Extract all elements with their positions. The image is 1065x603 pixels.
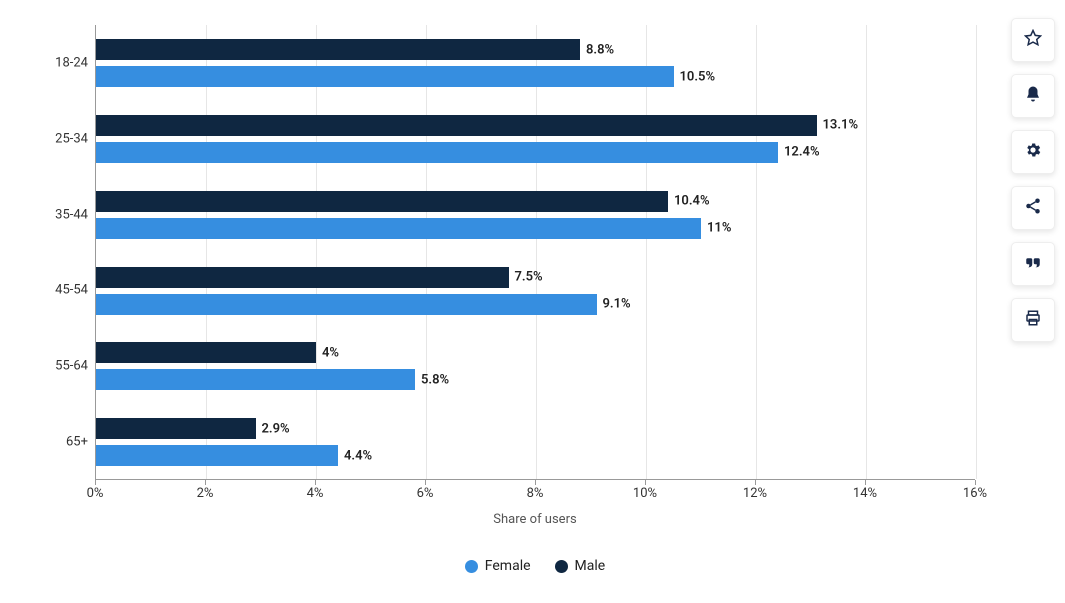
- x-tick-label: 8%: [527, 486, 544, 501]
- print-icon: [1024, 309, 1042, 331]
- bar-value-label: 10.4%: [674, 194, 710, 209]
- y-tick-label: 45-54: [20, 283, 88, 298]
- bar-female[interactable]: [96, 66, 674, 87]
- bar-value-label: 4%: [322, 345, 339, 360]
- y-tick-label: 35-44: [20, 207, 88, 222]
- bar-male[interactable]: [96, 342, 316, 363]
- x-tick-label: 6%: [417, 486, 434, 501]
- gridline: [426, 25, 427, 479]
- x-tick-label: 0%: [87, 486, 104, 501]
- toolbar: [1011, 18, 1055, 342]
- x-tick-label: 12%: [743, 486, 767, 501]
- bar-female[interactable]: [96, 142, 778, 163]
- x-tick-mark: [95, 480, 96, 485]
- bar-male[interactable]: [96, 267, 509, 288]
- bar-female[interactable]: [96, 294, 597, 315]
- x-tick-label: 10%: [633, 486, 657, 501]
- bell-icon: [1024, 85, 1042, 107]
- legend-item-female[interactable]: Female: [465, 558, 531, 574]
- y-tick-label: 55-64: [20, 359, 88, 374]
- y-tick-label: 25-34: [20, 131, 88, 146]
- x-axis-title: Share of users: [95, 512, 975, 527]
- gridline: [206, 25, 207, 479]
- bar-female[interactable]: [96, 369, 415, 390]
- gridline: [316, 25, 317, 479]
- gridline: [976, 25, 977, 479]
- x-tick-mark: [535, 480, 536, 485]
- bar-value-label: 10.5%: [680, 69, 716, 84]
- x-tick-label: 2%: [197, 486, 214, 501]
- bar-value-label: 11%: [707, 221, 731, 236]
- legend-label: Female: [485, 558, 531, 574]
- legend-label: Male: [575, 558, 606, 574]
- bar-value-label: 8.8%: [586, 42, 614, 57]
- bar-value-label: 5.8%: [421, 372, 449, 387]
- legend: Female Male: [95, 558, 975, 577]
- bar-male[interactable]: [96, 191, 668, 212]
- cite-button[interactable]: [1011, 242, 1055, 286]
- gear-icon: [1024, 141, 1042, 163]
- gridline: [866, 25, 867, 479]
- bar-value-label: 13.1%: [823, 118, 859, 133]
- legend-swatch: [555, 560, 568, 573]
- legend-item-male[interactable]: Male: [555, 558, 606, 574]
- bar-value-label: 7.5%: [515, 270, 543, 285]
- bar-value-label: 4.4%: [344, 448, 372, 463]
- gridline: [646, 25, 647, 479]
- bar-female[interactable]: [96, 445, 338, 466]
- quote-icon: [1024, 253, 1042, 275]
- notify-button[interactable]: [1011, 74, 1055, 118]
- settings-button[interactable]: [1011, 130, 1055, 174]
- chart-container: 8.8% 10.5% 13.1%12.4% 10.4% 11% 7.5% 9.1% 4% 5.8…: [20, 10, 1000, 590]
- x-tick-label: 14%: [853, 486, 877, 501]
- bar-female[interactable]: [96, 218, 701, 239]
- x-tick-mark: [755, 480, 756, 485]
- share-button[interactable]: [1011, 186, 1055, 230]
- legend-swatch: [465, 560, 478, 573]
- bar-value-label: 12.4%: [784, 145, 820, 160]
- share-icon: [1024, 197, 1042, 219]
- gridline: [756, 25, 757, 479]
- bar-value-label: 2.9%: [262, 421, 290, 436]
- x-tick-mark: [425, 480, 426, 485]
- y-tick-label: 65+: [20, 435, 88, 450]
- bar-male[interactable]: [96, 39, 580, 60]
- x-tick-mark: [865, 480, 866, 485]
- x-tick-mark: [315, 480, 316, 485]
- x-tick-mark: [205, 480, 206, 485]
- x-tick-label: 4%: [307, 486, 324, 501]
- bar-value-label: 9.1%: [603, 297, 631, 312]
- x-tick-mark: [645, 480, 646, 485]
- gridline: [536, 25, 537, 479]
- print-button[interactable]: [1011, 298, 1055, 342]
- favorite-button[interactable]: [1011, 18, 1055, 62]
- plot-area: 8.8% 10.5% 13.1%12.4% 10.4% 11% 7.5% 9.1% 4% 5.8…: [95, 25, 975, 480]
- x-tick-mark: [975, 480, 976, 485]
- star-icon: [1024, 29, 1042, 51]
- bar-male[interactable]: [96, 115, 817, 136]
- bar-male[interactable]: [96, 418, 256, 439]
- y-tick-label: 18-24: [20, 55, 88, 70]
- x-tick-label: 16%: [963, 486, 987, 501]
